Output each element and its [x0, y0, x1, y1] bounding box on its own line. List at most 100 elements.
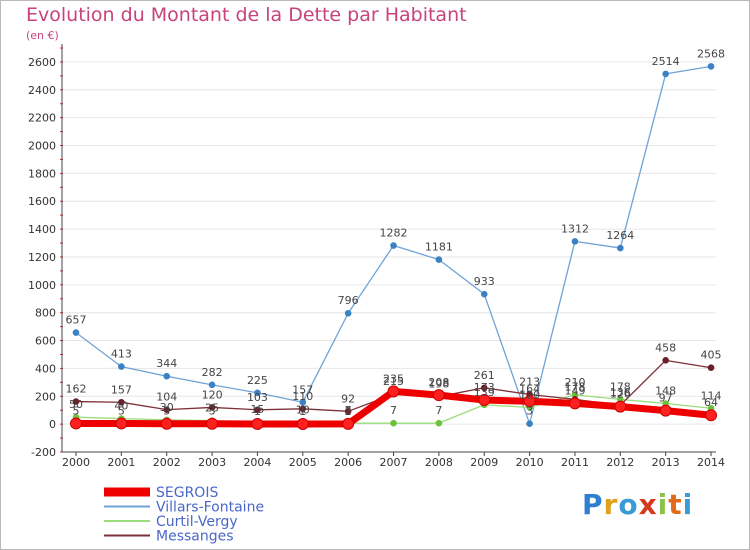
x-tick-label: 2011	[561, 456, 589, 469]
proxiti-logo: Proxiti	[582, 488, 693, 521]
data-label: 1	[299, 405, 306, 418]
data-label: 103	[247, 391, 268, 404]
x-tick-label: 2003	[198, 456, 226, 469]
data-label: 64	[704, 396, 718, 409]
logo-letter: i	[682, 488, 694, 521]
data-label: 97	[659, 392, 673, 405]
data-point	[526, 420, 533, 428]
data-point	[432, 389, 445, 402]
y-tick-label: 400	[35, 362, 56, 375]
data-label: 15	[250, 403, 264, 416]
data-point	[344, 309, 352, 317]
x-tick-label: 2005	[289, 456, 317, 469]
data-point	[118, 398, 125, 406]
logo-letter: r	[603, 488, 619, 521]
chart-title: Evolution du Montant de la Dette par Hab…	[26, 4, 467, 26]
data-label: 30	[160, 401, 174, 414]
data-label: 2	[345, 405, 352, 418]
data-point	[435, 419, 443, 427]
data-point	[662, 357, 669, 364]
data-label: 933	[474, 275, 495, 288]
logo-letter: o	[618, 488, 639, 521]
legend-label: Messanges	[156, 529, 234, 545]
data-point	[70, 417, 82, 430]
data-label: 50	[69, 398, 83, 411]
x-tick-label: 2006	[334, 456, 362, 469]
data-label: 178	[564, 380, 585, 393]
data-point	[118, 363, 125, 370]
x-axis: 2000 2001 2002 2003 2004 2005 2006 2007 2008 2009…	[62, 451, 725, 469]
y-tick-label: 2400	[28, 84, 56, 97]
y-tick-label: 1600	[28, 195, 56, 208]
x-tick-label: 2012	[606, 456, 634, 469]
data-point	[72, 398, 80, 405]
data-label: 25	[205, 402, 219, 415]
legend: SEGROISVillars-FontaineCurtil-VergyMessa…	[104, 485, 264, 545]
data-label: 40	[114, 400, 128, 413]
data-label: 282	[202, 366, 223, 379]
data-label: 5	[118, 404, 125, 417]
x-tick-label: 2007	[380, 456, 408, 469]
logo-letter: x	[638, 488, 658, 521]
y-tick-label: 600	[35, 335, 56, 348]
data-label: 104	[156, 391, 177, 404]
x-tick-label: 2008	[425, 456, 453, 469]
data-point	[659, 404, 672, 417]
data-label: 458	[655, 341, 676, 354]
y-axis: -200 0 200 400 600 800 1000 1200 1400 1600 1800 200…	[28, 44, 63, 459]
data-point	[208, 381, 216, 389]
data-label: 173	[474, 381, 495, 394]
data-label: 149	[564, 384, 585, 397]
data-label: 5	[73, 404, 80, 417]
data-point	[115, 417, 128, 430]
data-point	[614, 400, 627, 413]
data-label: 120	[519, 388, 540, 401]
data-label: 261	[474, 369, 495, 382]
data-label: 164	[519, 382, 540, 395]
x-tick-label: 2014	[697, 456, 725, 469]
data-point	[254, 406, 261, 414]
x-tick-label: 2010	[516, 456, 544, 469]
data-point	[705, 409, 718, 422]
data-label: 7	[435, 404, 442, 417]
data-label: 3	[526, 405, 533, 418]
data-label: 405	[701, 349, 722, 362]
data-label: 208	[428, 376, 449, 389]
data-point	[387, 385, 400, 398]
y-tick-label: 2200	[28, 112, 56, 125]
y-tick-label: -200	[31, 446, 56, 459]
data-point	[299, 405, 307, 413]
data-label: 136	[610, 386, 631, 399]
data-point	[160, 417, 173, 430]
data-point	[390, 419, 397, 427]
data-label: 344	[156, 357, 177, 370]
data-label: 1181	[425, 241, 453, 254]
data-point	[707, 364, 715, 372]
y-tick-label: 800	[35, 307, 56, 320]
data-label: 7	[390, 404, 397, 417]
data-point	[707, 63, 715, 70]
data-label: 213	[519, 375, 540, 388]
legend-label: Curtil-Vergy	[156, 514, 238, 530]
data-label: 215	[383, 375, 404, 388]
data-label: 198	[428, 378, 449, 391]
data-point	[206, 417, 219, 430]
x-tick-label: 2009	[470, 456, 498, 469]
data-label: 139	[474, 386, 495, 399]
y-tick-label: 1800	[28, 167, 56, 180]
data-point	[480, 384, 488, 392]
data-label: 110	[292, 390, 313, 403]
data-point	[342, 417, 355, 430]
y-tick-label: 2600	[28, 56, 56, 69]
data-point	[251, 417, 264, 430]
data-label: 2568	[697, 47, 725, 60]
y-tick-label: 200	[35, 390, 56, 403]
data-point	[296, 417, 309, 430]
data-label: 162	[66, 383, 87, 396]
data-point	[208, 404, 216, 411]
data-label: 10	[296, 404, 310, 417]
data-label: 92	[341, 392, 355, 405]
data-point	[344, 408, 352, 415]
